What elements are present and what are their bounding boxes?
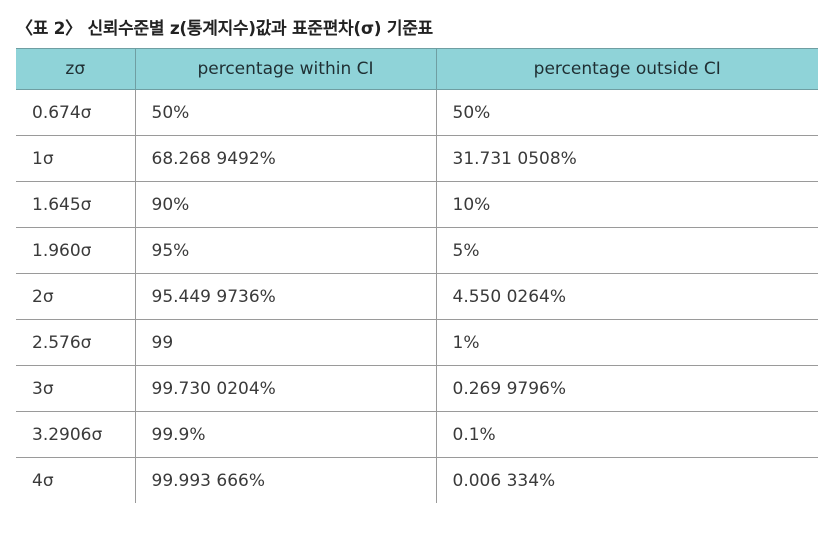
z-value-cell: 2σ — [16, 273, 135, 320]
within-ci-cell: 99.730 0204% — [134, 365, 436, 412]
table-row: 0.674σ 50% 50% — [16, 89, 818, 136]
within-ci-cell: 99 — [134, 319, 436, 366]
header-within-ci: percentage within CI — [134, 48, 436, 90]
z-value-cell: 1.960σ — [16, 227, 135, 274]
outside-ci-cell: 0.1% — [435, 411, 818, 458]
outside-ci-cell: 10% — [435, 181, 818, 228]
confidence-table: zσ percentage within CI percentage outsi… — [16, 48, 818, 503]
z-value-cell: 3.2906σ — [16, 411, 135, 458]
outside-ci-cell: 1% — [435, 319, 818, 366]
table-header: zσ percentage within CI percentage outsi… — [16, 48, 818, 90]
table-row: 1σ 68.268 9492% 31.731 0508% — [16, 135, 818, 182]
z-value-cell: 1σ — [16, 135, 135, 182]
z-value-cell: 3σ — [16, 365, 135, 412]
within-ci-cell: 95.449 9736% — [134, 273, 436, 320]
table-body: 0.674σ 50% 50% 1σ 68.268 9492% 31.731 05… — [16, 89, 818, 503]
table-row: 4σ 99.993 666% 0.006 334% — [16, 457, 818, 503]
table-row: 2.576σ 99 1% — [16, 319, 818, 366]
table-caption: 〈표 2〉 신뢰수준별 z(통계지수)값과 표준편차(σ) 기준표 — [16, 19, 433, 39]
z-value-cell: 2.576σ — [16, 319, 135, 366]
header-z-sigma: zσ — [16, 48, 135, 90]
outside-ci-cell: 0.006 334% — [435, 457, 818, 503]
z-value-cell: 4σ — [32, 470, 54, 491]
within-ci-cell: 68.268 9492% — [134, 135, 436, 182]
within-ci-cell: 95% — [134, 227, 436, 274]
outside-ci-cell: 0.269 9796% — [435, 365, 818, 412]
within-ci-cell: 99.9% — [134, 411, 436, 458]
within-ci-cell: 50% — [134, 89, 436, 136]
outside-ci-cell: 50% — [435, 89, 818, 136]
within-ci-cell: 90% — [134, 181, 436, 228]
outside-ci-cell: 5% — [435, 227, 818, 274]
table-row: 1.960σ 95% 5% — [16, 227, 818, 274]
outside-ci-cell: 4.550 0264% — [435, 273, 818, 320]
table-row: 3.2906σ 99.9% 0.1% — [16, 411, 818, 458]
z-value-cell: 1.645σ — [16, 181, 135, 228]
outside-ci-cell: 31.731 0508% — [435, 135, 818, 182]
table-row: 1.645σ 90% 10% — [16, 181, 818, 228]
header-row: zσ percentage within CI percentage outsi… — [16, 48, 818, 90]
table-row: 3σ 99.730 0204% 0.269 9796% — [16, 365, 818, 412]
within-ci-cell: 99.993 666% — [134, 457, 436, 503]
z-value-cell: 0.674σ — [16, 89, 135, 136]
header-outside-ci: percentage outside CI — [435, 48, 818, 90]
table-row: 2σ 95.449 9736% 4.550 0264% — [16, 273, 818, 320]
